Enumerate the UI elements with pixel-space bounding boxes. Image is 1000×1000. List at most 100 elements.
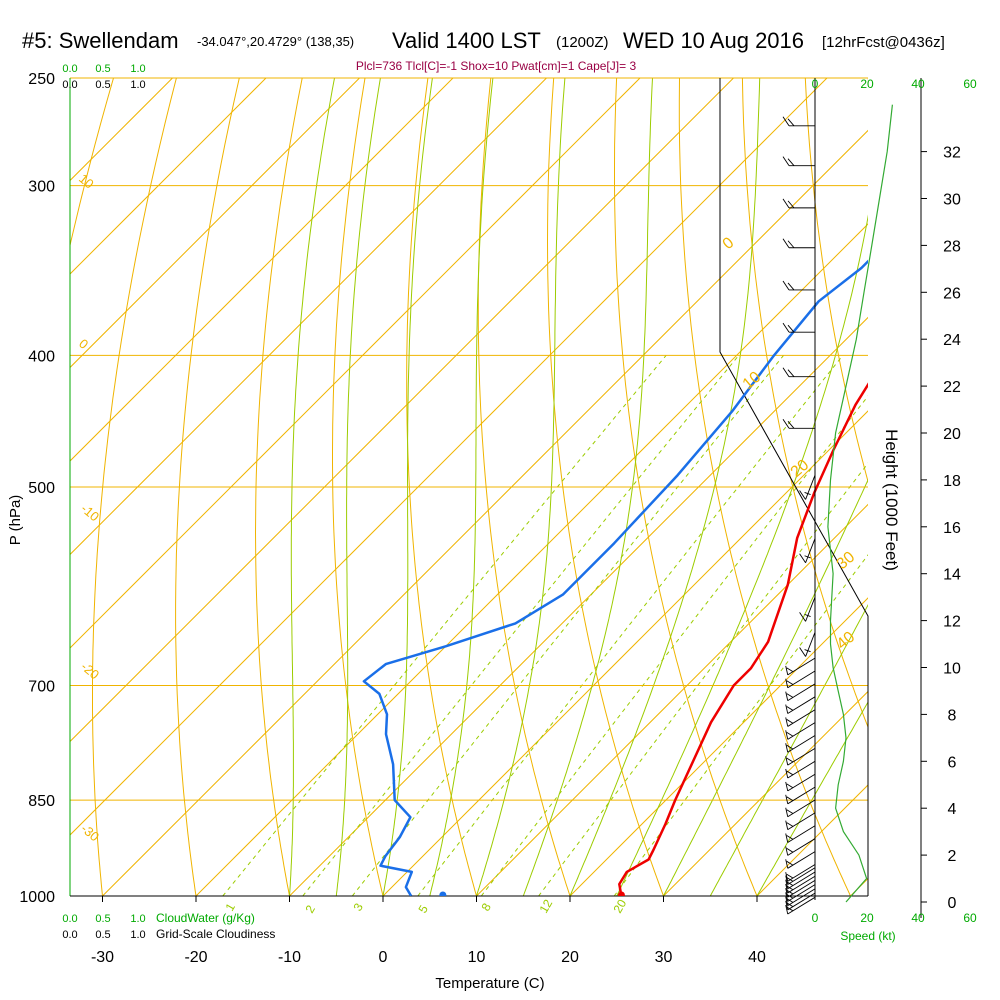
- wind-barb-flag: [785, 875, 789, 885]
- moist-adiabat-line: [756, 701, 868, 896]
- valid-date: WED 10 Aug 2016: [623, 28, 804, 53]
- wind-barb-flag: [782, 419, 790, 429]
- wind-barb-flag: [785, 820, 789, 830]
- station-title: #5: Swellendam: [22, 28, 179, 53]
- wind-barb-flag: [785, 888, 789, 898]
- wind-barb-flag: [787, 158, 795, 166]
- height-tick-label: 14: [943, 567, 961, 584]
- wind-barb: [787, 683, 816, 702]
- wind-barb-flag: [782, 280, 790, 291]
- cloudwater-tick-bottom: 1.0: [130, 913, 145, 925]
- cloudiness-tick-top: 1.0: [130, 79, 145, 91]
- height-tick-label: 22: [943, 379, 961, 396]
- wind-barb-flag: [787, 240, 795, 249]
- wind-barb-flag: [799, 490, 806, 500]
- speed-tick-top: 60: [963, 77, 977, 91]
- wind-barb-flag: [787, 369, 795, 378]
- cloudiness-tick-bottom: 0.5: [95, 929, 110, 941]
- moist-adiabat-line: [522, 78, 653, 896]
- wind-barb-flag: [787, 324, 795, 333]
- wind-barb-flag: [782, 198, 790, 209]
- wind-barb-flag: [785, 872, 789, 882]
- wind-barb-flag: [786, 757, 793, 763]
- wind-barb-flag: [785, 730, 789, 740]
- valid-zulu: (1200Z): [556, 34, 609, 51]
- wind-barb: [787, 864, 816, 882]
- dry-adiabat-line: [741, 78, 868, 729]
- wind-barb-flag: [804, 613, 811, 617]
- wind-barb: [787, 696, 816, 714]
- cloudiness-title: Grid-Scale Cloudiness: [156, 927, 275, 941]
- dry-adiabat-line: [804, 78, 868, 484]
- moist-adiabat-line: [289, 78, 335, 896]
- forecast-info: [12hrFcst@0436z]: [822, 34, 945, 51]
- cloudiness-tick-bottom: 1.0: [130, 929, 145, 941]
- height-tick-label: 20: [943, 426, 961, 443]
- wind-barb: [787, 888, 816, 906]
- cloudwater-tick-top: 1.0: [130, 63, 145, 75]
- surface-temperature-marker: [617, 891, 625, 896]
- wind-barb-flag: [785, 665, 789, 675]
- moist-adiabat-line: [709, 603, 868, 896]
- wind-barb-flag: [804, 492, 811, 496]
- mixing-ratio-label: 12: [536, 897, 555, 916]
- right-frame-outline: [719, 78, 869, 896]
- wind-barb-flag: [785, 691, 789, 701]
- wind-barb: [787, 838, 816, 856]
- wind-barb: [787, 786, 816, 805]
- height-tick-label: 6: [948, 754, 957, 771]
- wind-barb-flag: [785, 859, 789, 869]
- moist-adiabat-line: [382, 78, 433, 896]
- valid-time: Valid 1400 LST: [392, 28, 541, 53]
- surface-dewpoint-marker: [439, 891, 447, 896]
- cloudiness-tick-bottom: 0.0: [62, 929, 77, 941]
- cloudiness-tick-top: 0.5: [95, 79, 110, 91]
- wind-barb-flag: [786, 848, 793, 853]
- wind-barb-flag: [785, 704, 789, 714]
- moist-adiabat-line: [616, 214, 868, 896]
- wind-barb-flag: [786, 822, 793, 827]
- pressure-tick-label: 400: [28, 348, 55, 365]
- x-tick-label: -30: [91, 949, 114, 966]
- moist-adiabat-line: [569, 78, 761, 896]
- wind-barb: [787, 896, 816, 915]
- x-tick-label: 10: [468, 949, 486, 966]
- moist-adiabat-line: [429, 78, 494, 896]
- wind-barb-flag: [799, 612, 806, 622]
- height-tick-label: 12: [943, 614, 961, 631]
- wind-barb: [805, 538, 816, 563]
- wind-barb-flag: [786, 809, 793, 814]
- x-tick-label: 40: [748, 949, 766, 966]
- wind-barb: [787, 657, 816, 676]
- wind-barb-flag: [785, 768, 789, 779]
- dry-adiabat-line: [614, 78, 758, 896]
- height-axis-title: Height (1000 Feet): [882, 429, 901, 571]
- wind-barb: [787, 892, 816, 911]
- speed-tick-top: 40: [911, 77, 925, 91]
- wind-barb-flag: [804, 555, 811, 559]
- wind-barb-flag: [785, 781, 789, 792]
- wind-barb-flag: [787, 200, 795, 209]
- height-tick-label: 26: [943, 285, 961, 302]
- wind-barb-flag: [785, 900, 789, 910]
- x-tick-label: 20: [561, 949, 579, 966]
- speed-tick-bottom: 0: [812, 911, 819, 925]
- wind-barb: [787, 670, 816, 689]
- wind-barb: [787, 867, 816, 885]
- height-tick-label: 10: [943, 661, 961, 678]
- wind-barb: [787, 748, 816, 766]
- speed-tick-bottom: 60: [963, 911, 977, 925]
- station-coords: -34.047°,20.4729° (138,35): [197, 34, 354, 49]
- cloudwater-tick-bottom: 0.0: [62, 913, 77, 925]
- wind-barb-flag: [785, 717, 789, 727]
- wind-barb-flag: [785, 794, 789, 804]
- speed-tick-top: 0: [812, 77, 819, 91]
- wind-barb-flag: [786, 744, 793, 750]
- wind-barb-flag: [786, 783, 793, 788]
- height-tick-label: 24: [943, 332, 961, 349]
- wind-barb-flag: [785, 833, 789, 843]
- x-tick-label: -10: [278, 949, 301, 966]
- wind-barb: [787, 871, 816, 890]
